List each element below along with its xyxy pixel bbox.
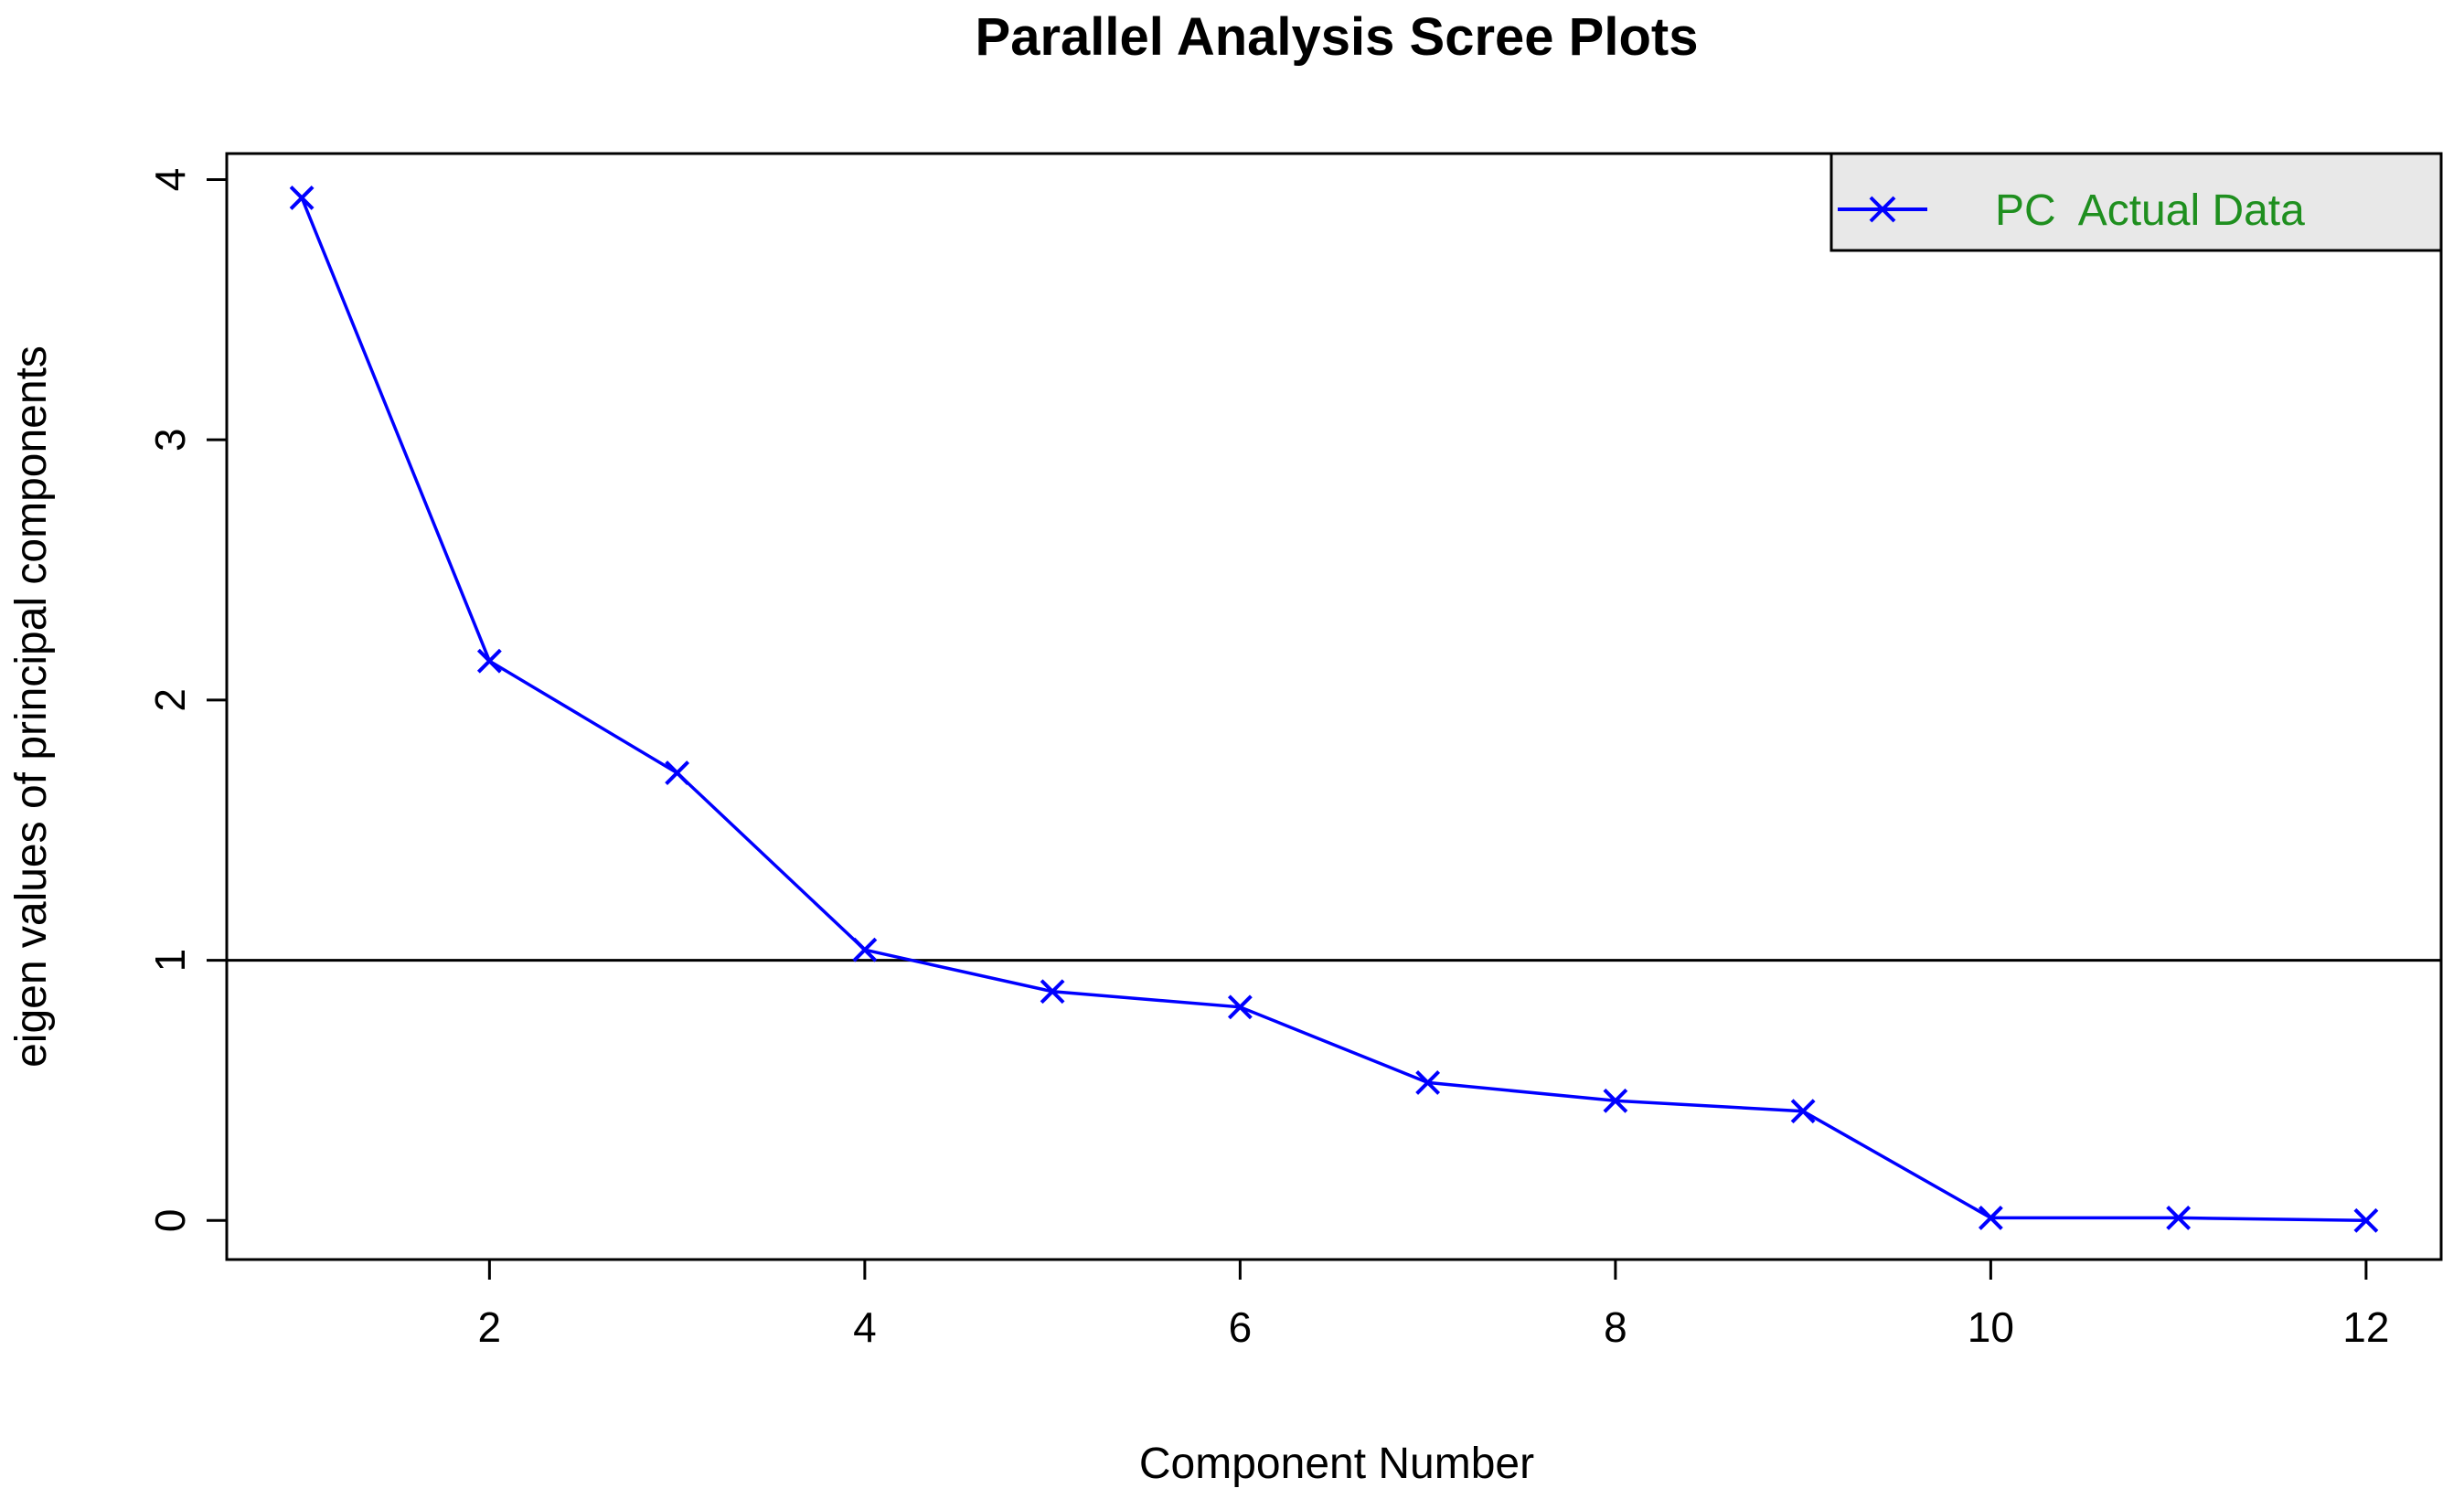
x-tick-label-12: 12 (2342, 1303, 2389, 1351)
data-point-4 (852, 937, 878, 962)
x-tick-label-6: 6 (1229, 1303, 1253, 1351)
data-point-5 (1040, 979, 1065, 1005)
y-axis: 0 1 2 3 4 (146, 168, 227, 1232)
y-tick-label-0: 0 (146, 1208, 194, 1232)
data-point-11 (2166, 1206, 2192, 1230)
legend: PC Actual Data (1829, 152, 2443, 252)
data-point-3 (665, 760, 690, 786)
legend-entry-label: PC Actual Data (1995, 186, 2305, 235)
x-axis: 2 4 6 8 10 12 (478, 1260, 2389, 1351)
legend-x-marker-icon (1869, 196, 1896, 223)
data-point-10 (1978, 1206, 2003, 1230)
legend-box (1829, 152, 2443, 252)
y-tick-label-3: 3 (146, 428, 194, 452)
y-axis-label: eigen values of principal components (7, 346, 56, 1068)
data-point-12 (2353, 1207, 2379, 1233)
data-point-9 (1790, 1099, 1816, 1124)
x-tick-label-8: 8 (1604, 1303, 1627, 1351)
x-tick-label-10: 10 (1968, 1303, 2014, 1351)
data-point-8 (1603, 1088, 1628, 1113)
y-tick-label-1: 1 (146, 949, 194, 973)
data-point-6 (1227, 994, 1253, 1020)
plot-frame (225, 152, 2443, 1261)
series-pc-actual-data (289, 185, 2379, 1233)
series-line-0 (300, 197, 2366, 1223)
data-point-7 (1415, 1069, 1441, 1095)
data-point-1 (289, 185, 315, 210)
y-tick-label-2: 2 (146, 688, 194, 712)
chart-title: Parallel Analysis Scree Plots (976, 7, 1699, 67)
y-tick-label-4: 4 (146, 168, 194, 192)
data-point-2 (476, 648, 502, 674)
x-tick-label-2: 2 (478, 1303, 502, 1351)
x-tick-label-4: 4 (853, 1303, 877, 1351)
x-axis-label: Component Number (1139, 1440, 1534, 1488)
